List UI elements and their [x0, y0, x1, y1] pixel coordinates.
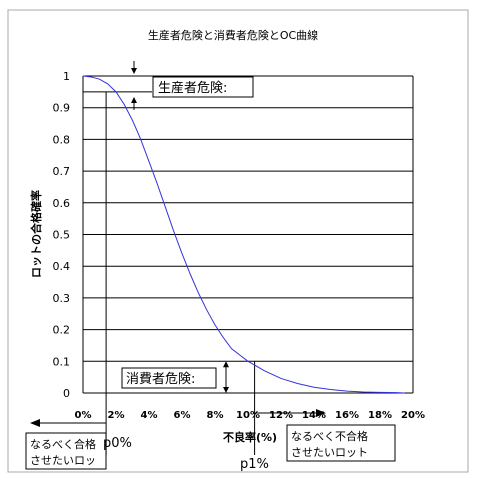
y-tick-label: 0.3 — [53, 292, 71, 305]
x-tick-label: 4% — [141, 410, 158, 421]
x-tick-label: 8% — [207, 410, 224, 421]
x-tick-label: 12% — [269, 410, 293, 421]
y-tick-label: 0.8 — [53, 133, 71, 146]
right-note-line1: なるべく不合格 — [291, 429, 368, 443]
left-note-line1: なるべく合格 — [30, 437, 96, 451]
consumer-arrowhead-down — [223, 387, 229, 393]
x-tick-label: 2% — [108, 410, 125, 421]
oc-curve-line — [82, 75, 405, 394]
p0-label: p0% — [103, 436, 132, 451]
producer-arrowhead-down — [131, 68, 137, 74]
right-note-box — [286, 424, 396, 462]
x-tick-label: 6% — [174, 410, 191, 421]
x-tick-label: 10% — [236, 410, 260, 421]
left-note-box — [25, 432, 107, 470]
x-tick-label: 14% — [302, 410, 326, 421]
producer-risk-label: 生産者危険: — [158, 80, 227, 96]
y-tick-label: 0.1 — [53, 355, 71, 368]
y-tick-label: 0.5 — [53, 229, 71, 242]
y-tick-label: 0.6 — [53, 197, 71, 210]
x-tick-label: 0% — [75, 410, 92, 421]
x-tick-label: 18% — [368, 410, 392, 421]
chart-border — [7, 9, 469, 473]
right-note-line2: させたいロット — [291, 446, 368, 459]
series-layer — [82, 75, 405, 394]
y-tick-label: 1 — [63, 70, 70, 83]
left-note-line2: させたいロッ — [30, 454, 96, 467]
x-axis-label: 不良率(%) — [223, 430, 277, 444]
x-tick-label: 20% — [401, 410, 425, 421]
y-axis-label: ロットの合格確率 — [29, 190, 43, 278]
y-tick-label: 0.9 — [53, 102, 71, 115]
p1-label: p1% — [240, 457, 269, 472]
axes — [82, 76, 414, 393]
left-arrowhead — [30, 419, 40, 427]
consumer-risk-box — [121, 367, 217, 389]
grid — [83, 75, 413, 394]
producer-arrowhead-up — [131, 97, 137, 103]
consumer-risk-label: 消費者危険: — [126, 372, 195, 387]
chart-title: 生産者危険と消費者危険とOC曲線 — [148, 28, 318, 42]
x-axis-ticks: 0% 2% 4% 6% 8% 10% 12% 14% 16% 18% 20% — [75, 410, 425, 421]
y-axis-ticks: 0 0.1 0.2 0.3 0.4 0.5 0.6 0.7 0.8 0.9 1 — [53, 70, 71, 400]
y-tick-label: 0.4 — [53, 260, 71, 273]
y-tick-label: 0.2 — [53, 324, 71, 337]
x-tick-label: 16% — [335, 410, 359, 421]
producer-risk-box — [152, 76, 254, 98]
y-tick-label: 0 — [63, 387, 70, 400]
y-tick-label: 0.7 — [53, 165, 71, 178]
right-arrowhead — [316, 409, 326, 417]
consumer-arrowhead-up — [223, 361, 229, 368]
